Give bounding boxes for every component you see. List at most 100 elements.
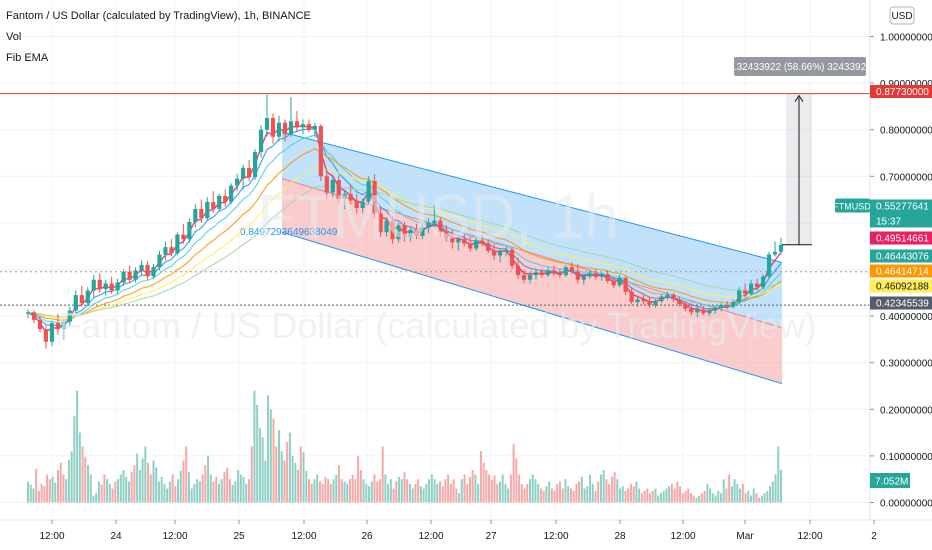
volume-bar — [689, 493, 692, 503]
candle-body — [372, 180, 377, 214]
volume-bar — [747, 490, 750, 503]
candle-body — [701, 309, 706, 314]
price-badge-label: 0.55277641 — [876, 202, 929, 213]
candle — [342, 189, 347, 209]
candle — [486, 239, 491, 254]
candle — [509, 247, 515, 270]
volume-bar — [299, 446, 302, 503]
candle — [378, 207, 383, 237]
regression-channel: 0.8497293649638049 — [240, 131, 783, 385]
volume-bar — [187, 472, 190, 503]
candle-body — [235, 178, 240, 186]
volume-bar — [87, 465, 90, 503]
candle — [755, 278, 760, 291]
candle-body — [665, 294, 670, 297]
candle — [527, 271, 533, 284]
volume-bar — [84, 456, 87, 503]
volume-bar — [67, 459, 70, 503]
volume-bar — [351, 474, 354, 503]
volume-bar — [327, 479, 330, 503]
candle-body — [755, 283, 760, 288]
candle-body — [115, 282, 120, 291]
volume-badge — [870, 473, 910, 488]
price-badge-label: 0.49514661 — [876, 234, 929, 245]
candle — [181, 223, 186, 244]
price-badge — [870, 85, 932, 98]
candle-body — [229, 185, 234, 202]
volume-bar — [657, 495, 660, 503]
volume-bar — [507, 488, 510, 503]
y-tick-label: 0.90000000 — [880, 79, 932, 90]
candle-body — [444, 232, 449, 238]
candle — [175, 232, 180, 256]
candle — [569, 262, 574, 275]
candle-body — [772, 251, 778, 255]
volume-bar — [258, 427, 261, 503]
volume-bar — [182, 460, 185, 503]
candle-body — [725, 304, 730, 307]
candle — [456, 235, 461, 251]
volume-bar — [610, 476, 613, 503]
candle — [533, 269, 539, 280]
candle — [575, 263, 580, 284]
volume-bar — [449, 483, 452, 503]
volume-bar — [286, 441, 289, 503]
candle-body — [611, 281, 616, 286]
volume-bar — [198, 481, 201, 503]
volume-bar — [583, 488, 586, 503]
volume-bar — [190, 488, 193, 503]
volume-bar — [575, 483, 578, 503]
volume-bar — [553, 490, 556, 503]
candle — [157, 250, 162, 271]
volume-bar — [441, 486, 444, 503]
channel-upper-fill — [282, 132, 782, 328]
volume-bar — [269, 409, 272, 503]
candle — [354, 194, 359, 214]
ema-line-34 — [27, 185, 782, 318]
volume-bar — [719, 493, 722, 503]
volume-bar — [739, 488, 742, 503]
x-tick-label: 12:00 — [797, 531, 822, 542]
volume-bar — [245, 483, 248, 503]
volume-bar — [684, 490, 687, 503]
volume-bar — [444, 479, 447, 503]
candle — [127, 265, 132, 284]
candle — [264, 94, 270, 137]
candle — [653, 299, 658, 308]
candle — [372, 173, 377, 219]
candle-body — [181, 234, 186, 240]
indicator-fib-ema[interactable]: Fib EMA — [6, 52, 49, 64]
candle-body — [605, 274, 610, 282]
candle-body — [366, 180, 371, 202]
indicator-vol[interactable]: Vol — [6, 31, 22, 43]
volume-bar — [242, 476, 245, 503]
candle — [253, 149, 258, 181]
volume-bar — [433, 479, 436, 503]
volume-bar — [769, 486, 772, 503]
candle-body — [671, 294, 676, 300]
y-tick-label: 0.40000000 — [880, 312, 932, 323]
channel-lower-fill — [282, 178, 782, 384]
candle — [515, 257, 521, 279]
price-badge-label: 0.46092188 — [876, 282, 929, 293]
candle — [217, 194, 222, 212]
candle — [551, 265, 556, 277]
volume-bar — [542, 490, 545, 503]
volume-bar — [463, 474, 466, 503]
candle — [211, 191, 216, 213]
volume-bar — [659, 493, 662, 503]
candle — [766, 251, 772, 279]
measure-arrow-head — [794, 94, 804, 102]
candle-body — [55, 323, 60, 330]
currency-button — [889, 6, 915, 25]
candle — [312, 122, 317, 137]
candle-body — [438, 220, 443, 233]
candle-body — [408, 229, 413, 238]
candle — [276, 115, 282, 142]
x-tick-label: 12:00 — [291, 531, 316, 542]
volume-bar — [46, 474, 49, 503]
candle — [521, 269, 527, 284]
volume-bar — [419, 486, 422, 503]
